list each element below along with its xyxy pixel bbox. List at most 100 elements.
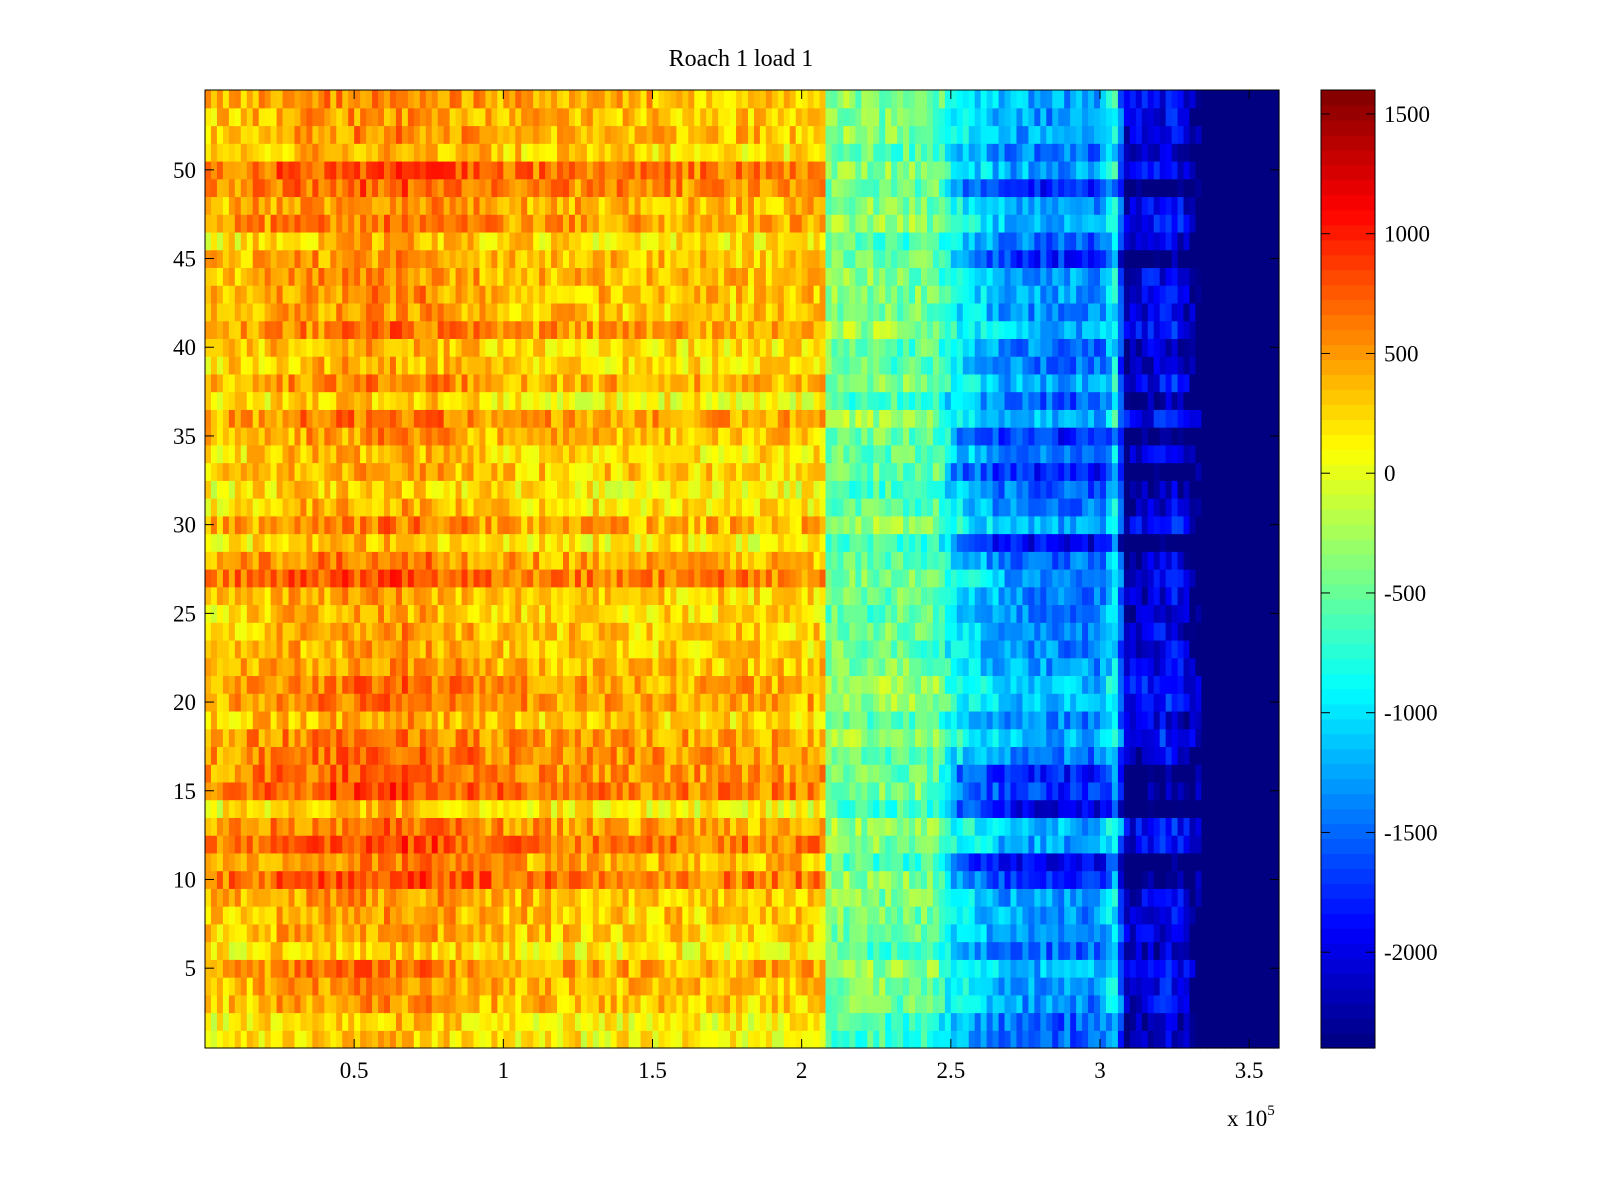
heatmap-cell bbox=[712, 1012, 719, 1031]
heatmap-cell bbox=[1094, 817, 1101, 836]
heatmap-cell bbox=[1147, 639, 1155, 659]
heatmap-cell bbox=[891, 852, 898, 872]
heatmap-cell bbox=[903, 1030, 910, 1049]
heatmap-cell bbox=[395, 622, 403, 641]
heatmap-cell bbox=[622, 959, 630, 978]
heatmap-cell bbox=[986, 728, 994, 748]
heatmap-cell bbox=[348, 710, 355, 730]
heatmap-cell bbox=[228, 586, 236, 606]
heatmap-cell bbox=[986, 710, 994, 730]
heatmap-cell bbox=[753, 1030, 761, 1049]
heatmap-cell bbox=[640, 710, 648, 730]
heatmap-cell bbox=[1243, 835, 1250, 854]
heatmap-cell bbox=[228, 817, 236, 836]
heatmap-cell bbox=[909, 888, 916, 907]
heatmap-cell bbox=[891, 604, 898, 623]
heatmap-cell bbox=[557, 675, 564, 694]
heatmap-cell bbox=[210, 852, 218, 872]
heatmap-cell bbox=[503, 764, 510, 783]
heatmap-cell bbox=[1261, 586, 1268, 606]
heatmap-cell bbox=[222, 799, 230, 818]
heatmap-cell bbox=[1094, 923, 1101, 943]
heatmap-cell bbox=[545, 586, 552, 606]
heatmap-cell bbox=[252, 728, 260, 748]
heatmap-cell bbox=[479, 852, 487, 872]
heatmap-cell bbox=[831, 569, 839, 588]
heatmap-cell bbox=[306, 728, 313, 748]
heatmap-cell bbox=[1123, 923, 1131, 943]
heatmap-cell bbox=[712, 746, 719, 765]
heatmap-cell bbox=[240, 657, 248, 677]
heatmap-cell bbox=[407, 586, 415, 606]
heatmap-cell bbox=[1105, 675, 1113, 694]
heatmap-cell bbox=[1171, 604, 1179, 623]
heatmap-cell bbox=[646, 799, 654, 818]
heatmap-cell bbox=[1052, 888, 1059, 907]
heatmap-cell bbox=[288, 817, 296, 836]
heatmap-cell bbox=[634, 639, 642, 659]
heatmap-cell bbox=[712, 959, 719, 978]
heatmap-cell bbox=[706, 639, 713, 659]
heatmap-cell bbox=[700, 888, 707, 907]
heatmap-cell bbox=[574, 994, 582, 1014]
heatmap-cell bbox=[1249, 977, 1256, 996]
heatmap-cell bbox=[909, 728, 916, 748]
heatmap-cell bbox=[849, 728, 856, 748]
heatmap-cell bbox=[1034, 569, 1041, 588]
heatmap-cell bbox=[515, 923, 522, 943]
heatmap-cell bbox=[747, 906, 755, 925]
heatmap-cell bbox=[1189, 604, 1197, 623]
heatmap-cell bbox=[384, 728, 391, 748]
heatmap-cell bbox=[592, 551, 600, 570]
heatmap-cell bbox=[1231, 604, 1238, 623]
heatmap-cell bbox=[944, 746, 952, 765]
heatmap-cell bbox=[485, 657, 492, 677]
heatmap-cell bbox=[807, 977, 815, 996]
heatmap-cell bbox=[1189, 888, 1197, 907]
heatmap-cell bbox=[932, 870, 940, 889]
heatmap-cell bbox=[867, 888, 874, 907]
heatmap-cell bbox=[354, 870, 361, 889]
heatmap-cell bbox=[855, 799, 862, 818]
heatmap-cell bbox=[545, 994, 552, 1014]
heatmap-cell bbox=[264, 870, 272, 889]
heatmap-cell bbox=[819, 1030, 827, 1049]
heatmap-cell bbox=[598, 817, 606, 836]
heatmap-cell bbox=[682, 604, 689, 623]
heatmap-cell bbox=[473, 710, 481, 730]
heatmap-cell bbox=[1100, 906, 1107, 925]
heatmap-cell bbox=[342, 604, 349, 623]
heatmap-cell bbox=[1195, 657, 1203, 677]
heatmap-cell bbox=[616, 764, 624, 783]
heatmap-cell bbox=[1100, 1012, 1107, 1031]
heatmap-cell bbox=[932, 941, 940, 960]
heatmap-cell bbox=[1034, 1012, 1041, 1031]
heatmap-cell bbox=[366, 1012, 373, 1031]
heatmap-cell bbox=[855, 852, 862, 872]
heatmap-cell bbox=[443, 569, 451, 588]
heatmap-cell bbox=[1141, 906, 1149, 925]
heatmap-cell bbox=[419, 728, 427, 748]
heatmap-cell bbox=[360, 639, 367, 659]
heatmap-cell bbox=[1022, 657, 1029, 677]
heatmap-cell bbox=[843, 1012, 850, 1031]
heatmap-cell bbox=[539, 746, 546, 765]
heatmap-cell bbox=[873, 728, 880, 748]
heatmap-cell bbox=[497, 586, 504, 606]
heatmap-cell bbox=[222, 551, 230, 570]
heatmap-cell bbox=[950, 622, 958, 641]
heatmap-cell bbox=[395, 923, 403, 943]
heatmap-cell bbox=[1255, 959, 1262, 978]
heatmap-cell bbox=[676, 1012, 683, 1031]
heatmap-cell bbox=[348, 994, 355, 1014]
heatmap-cell bbox=[419, 586, 427, 606]
heatmap-cell bbox=[950, 639, 958, 659]
heatmap-cell bbox=[1088, 817, 1095, 836]
heatmap-cell bbox=[867, 817, 874, 836]
heatmap-cell bbox=[592, 994, 600, 1014]
heatmap-cell bbox=[372, 852, 379, 872]
heatmap-cell bbox=[1165, 817, 1173, 836]
heatmap-cell bbox=[1082, 639, 1089, 659]
heatmap-cell bbox=[724, 817, 731, 836]
heatmap-cell bbox=[276, 551, 284, 570]
